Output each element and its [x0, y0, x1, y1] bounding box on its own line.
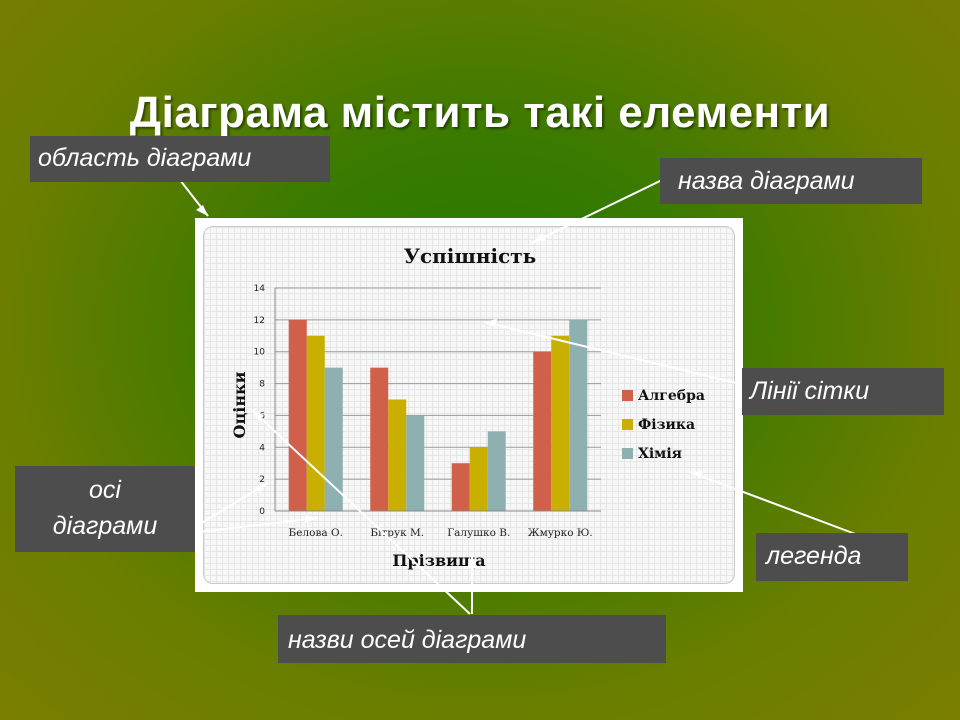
- legend-label: Фізика: [638, 417, 695, 433]
- arrow-chart-area: [179, 179, 209, 217]
- y-tick-label: 10: [254, 348, 266, 358]
- callout-axes-line2: діаграми: [52, 512, 158, 540]
- bar: [288, 319, 307, 511]
- y-tick-label: 2: [259, 475, 265, 485]
- callout-axes-line1: осі: [89, 476, 121, 504]
- x-tick-label: Белова О.: [289, 527, 343, 539]
- bar: [406, 415, 425, 511]
- callout-chart-title-text: назва діаграми: [678, 167, 855, 195]
- legend-label: Хімія: [638, 446, 682, 462]
- y-axis-title: Оцінки: [230, 371, 249, 438]
- bar: [487, 431, 506, 511]
- y-tick-labels: 0 2 4 6 8 10 12 14: [254, 284, 266, 517]
- arrowhead-chart-area: [196, 205, 208, 216]
- bar: [533, 351, 552, 511]
- bar: [551, 335, 570, 511]
- chart-title: Успішність: [404, 244, 537, 268]
- x-axis-title: Прізвища: [392, 551, 485, 570]
- x-tick-label: Бітрук М.: [370, 527, 424, 539]
- bar: [469, 447, 488, 511]
- y-tick-label: 8: [259, 380, 265, 390]
- y-tick-label: 4: [259, 443, 265, 453]
- callout-gridlines: Лінії сітки: [742, 368, 944, 415]
- x-tick-label: Галушко В.: [447, 527, 510, 539]
- bar: [306, 335, 325, 511]
- callout-axes: осі діаграми: [15, 466, 195, 552]
- callout-chart-area-text: область діаграми: [38, 144, 252, 172]
- x-tick-label: Жмурко Ю.: [528, 527, 593, 539]
- callout-chart-title: назва діаграми: [660, 158, 922, 204]
- y-tick-label: 12: [254, 316, 265, 326]
- legend-swatch: [622, 390, 633, 401]
- legend-swatch: [622, 419, 633, 430]
- callout-axis-titles-text: назви осей діаграми: [288, 626, 527, 654]
- legend: Алгебра Фізика Хімія: [622, 388, 705, 462]
- callout-legend: легенда: [756, 533, 908, 581]
- bar: [370, 367, 389, 511]
- x-tick-labels: Белова О. Бітрук М. Галушко В. Жмурко Ю.: [289, 527, 593, 539]
- y-tick-label: 0: [259, 507, 265, 517]
- callout-axis-titles: назви осей діаграми: [278, 615, 666, 663]
- y-tick-label: 6: [259, 411, 265, 421]
- legend-swatch: [622, 448, 633, 459]
- legend-label: Алгебра: [638, 388, 705, 404]
- bar: [569, 319, 588, 511]
- chart-svg: Успішність 0 2 4 6 8 10 12 14 Белова О. Бітрук М…: [230, 244, 705, 570]
- bar: [451, 463, 470, 511]
- callout-chart-area: область діаграми: [30, 136, 330, 182]
- bar: [388, 399, 407, 511]
- callout-gridlines-text: Лінії сітки: [750, 377, 870, 405]
- chart-area[interactable]: Успішність 0 2 4 6 8 10 12 14 Белова О. Бітрук М…: [195, 218, 743, 592]
- slide-title: Діаграма містить такі елементи: [129, 88, 831, 137]
- callout-legend-text: легенда: [766, 542, 862, 570]
- y-tick-label: 14: [254, 284, 266, 294]
- bar: [324, 367, 343, 511]
